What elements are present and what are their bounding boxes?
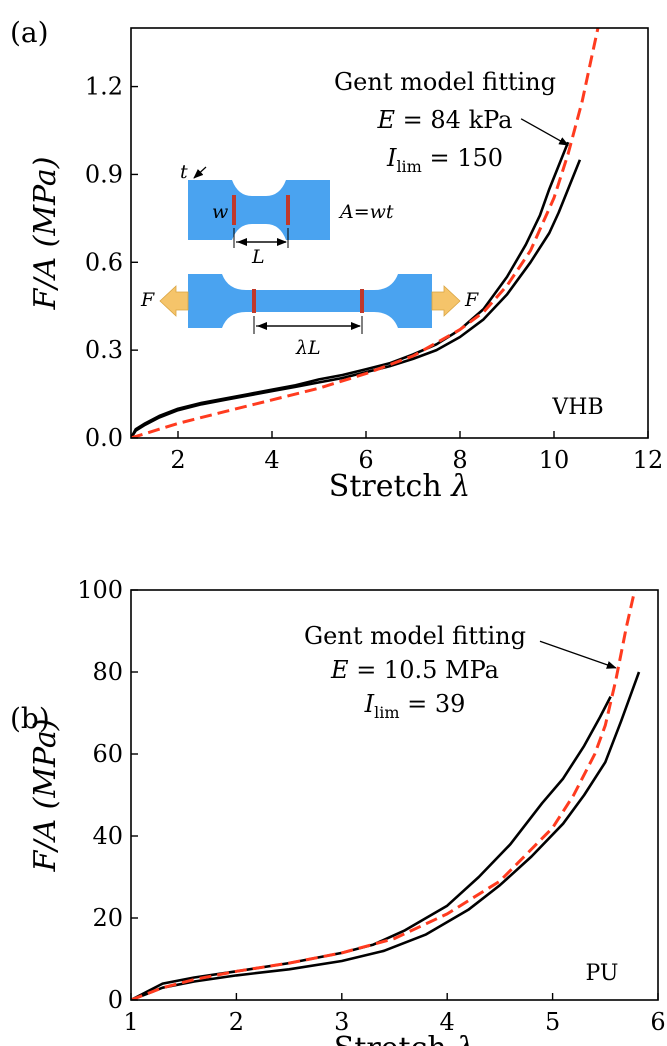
annotation-E: E = 10.5 MPa	[330, 656, 499, 684]
annotation-arrow	[520, 118, 569, 146]
y-tick-label: 0.3	[85, 336, 123, 364]
chart-panel-a: (a) Lw t A=wt λL F F 2 4 6 8 10 12 0.0 0.3 0.6 0.9 1.2 Str…	[10, 16, 663, 504]
x-tick-label: 4	[440, 1008, 455, 1036]
annotation-I-symbol: I	[364, 690, 375, 718]
series-group	[131, 28, 600, 438]
label-area: A=wt	[338, 201, 394, 223]
x-tick-label: 10	[539, 446, 570, 474]
y-tick-label: 0	[108, 986, 123, 1014]
panel-label: (a)	[10, 16, 49, 49]
panel-label: (b)	[10, 702, 50, 735]
annotation-gent: Gent model fitting E = 10.5 MPa Ilim = 39	[304, 622, 617, 722]
series-gent-fit	[131, 590, 637, 1000]
sample-undeformed	[188, 180, 330, 240]
x-tick-label: 1	[123, 1008, 138, 1036]
y-tick-label: 80	[92, 658, 123, 686]
x-tick-label: 2	[229, 1008, 244, 1036]
inset-schematic: Lw t A=wt λL F F	[140, 161, 479, 359]
y-axis-label: F/A (MPa)	[28, 157, 63, 311]
annotation-title: Gent model fitting	[304, 622, 526, 650]
x-tick-label: 5	[545, 1008, 560, 1036]
annotation-Ilim: Ilim = 39	[364, 690, 466, 722]
x-tick-label: 8	[452, 446, 467, 474]
annotation-E-symbol: E	[377, 106, 396, 134]
y-tick-label: 60	[92, 740, 123, 768]
label-F-right: F	[464, 289, 479, 311]
y-tick-label: 1.2	[85, 73, 123, 101]
label-lambdaL: λL	[295, 337, 321, 359]
x-axis-label-text: Stretch	[334, 1031, 456, 1046]
annotation-gent: Gent model fitting E = 84 kPa Ilim = 150	[334, 68, 569, 176]
annotation-I-value: = 150	[422, 144, 503, 172]
x-tick-label: 3	[334, 1008, 349, 1036]
annotation-I-value: = 39	[399, 690, 465, 718]
annotation-I-symbol: I	[386, 144, 397, 172]
y-tick-label: 100	[77, 576, 123, 604]
x-tick-label: 2	[170, 446, 185, 474]
annotation-Ilim: Ilim = 150	[386, 144, 503, 176]
annotation-E-value: = 84 kPa	[395, 106, 512, 134]
annotation-title: Gent model fitting	[334, 68, 556, 96]
x-tick-label: 6	[358, 446, 373, 474]
plot-frame	[130, 27, 649, 439]
annotation-E-symbol: E	[330, 656, 349, 684]
label-t: t	[180, 161, 188, 183]
annotation-I-subscript: lim	[396, 157, 421, 176]
x-axis-label-symbol: λ	[450, 469, 470, 504]
x-tick-label: 12	[633, 446, 664, 474]
series-measured-1	[131, 696, 612, 1000]
y-tick-label: 0.6	[85, 248, 123, 276]
y-tick-label: 20	[92, 904, 123, 932]
x-axis-label-symbol: λ	[455, 1031, 475, 1046]
chart-panel-b: (b)123456020406080100Stretch λF/A (MPa)G…	[10, 576, 666, 1046]
force-arrow-right	[431, 285, 461, 317]
annotation-I-subscript: lim	[374, 703, 399, 722]
series-measured-2	[131, 159, 582, 438]
annotation-E: E = 84 kPa	[377, 106, 513, 134]
series-group	[131, 590, 641, 1000]
series-measured-1	[131, 141, 570, 438]
label-F-left: F	[140, 289, 155, 311]
series-gent-fit	[131, 28, 600, 438]
plot-frame	[130, 589, 659, 1001]
force-arrow-left	[159, 285, 189, 317]
x-axis-label-text: Stretch	[329, 469, 451, 504]
annotation-E-value: = 10.5 MPa	[349, 656, 499, 684]
y-tick-label: 0.0	[85, 424, 123, 452]
x-tick-label: 4	[264, 446, 279, 474]
annotation-arrow	[539, 640, 617, 669]
arrow-t	[193, 166, 207, 179]
x-tick-label: 6	[650, 1008, 665, 1036]
label-L: L	[251, 246, 265, 268]
x-axis-label: Stretch λ	[334, 1031, 475, 1046]
sample-stretched	[188, 274, 432, 328]
label-w: w	[212, 201, 228, 223]
material-label: VHB	[551, 395, 603, 420]
material-label: PU	[586, 961, 619, 986]
y-axis-label: F/A (MPa)	[28, 719, 63, 873]
y-tick-label: 0.9	[85, 160, 123, 188]
x-axis-label: Stretch λ	[329, 469, 470, 504]
y-tick-label: 40	[92, 822, 123, 850]
